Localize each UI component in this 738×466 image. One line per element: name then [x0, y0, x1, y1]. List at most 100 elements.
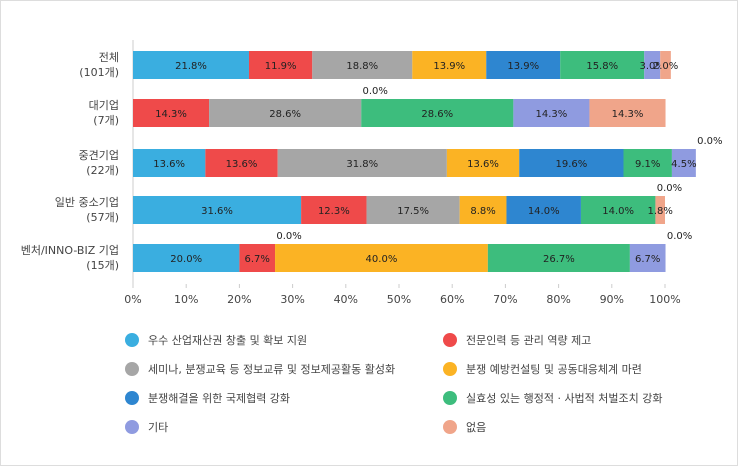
legend-swatch: [125, 362, 139, 376]
legend-swatch: [125, 420, 139, 434]
value-label: 13.6%: [467, 159, 499, 170]
value-label: 28.6%: [421, 109, 453, 120]
x-tick-label: 100%: [649, 293, 680, 306]
x-tick-label: 50%: [387, 293, 411, 306]
y-tick-label: 대기업: [89, 99, 119, 112]
bar-segment: [248, 51, 313, 79]
bar-segment: [519, 149, 624, 177]
value-label: 0.0%: [667, 231, 692, 242]
value-label: 13.6%: [226, 159, 258, 170]
legend-label: 실효성 있는 행정적 · 사법적 처벌조치 강화: [466, 392, 663, 405]
legend-label: 없음: [466, 421, 486, 434]
bar-segment: [487, 244, 630, 272]
bar-segment: [660, 51, 671, 79]
bar-segment: [361, 99, 514, 127]
bar-segment: [506, 196, 581, 224]
bar-segment: [366, 196, 460, 224]
legend-swatch: [443, 362, 457, 376]
x-tick-label: 30%: [280, 293, 304, 306]
bar-segment: [133, 149, 206, 177]
value-label: 31.8%: [346, 159, 378, 170]
x-tick-label: 0%: [124, 293, 141, 306]
bar-segment: [133, 196, 302, 224]
bar-segment: [209, 99, 362, 127]
bar-segment: [205, 149, 278, 177]
bar-segment: [671, 149, 696, 177]
value-label: 0.0%: [276, 231, 301, 242]
y-tick-label: (22개): [86, 164, 119, 177]
value-label: 13.9%: [433, 61, 465, 72]
bar-segment: [513, 99, 590, 127]
bar-segment: [446, 149, 520, 177]
bar-segment: [560, 51, 645, 79]
bar-segment: [629, 244, 666, 272]
bar-segment: [623, 149, 672, 177]
value-label: 0.0%: [657, 183, 682, 194]
x-tick-label: 10%: [174, 293, 198, 306]
y-tick-label: (57개): [86, 211, 119, 224]
y-tick-label: (15개): [86, 259, 119, 272]
legend-swatch: [443, 333, 457, 347]
value-label: 14.3%: [155, 109, 187, 120]
legend-swatch: [125, 391, 139, 405]
y-tick-label: 중견기업: [79, 149, 119, 162]
legend-label: 분쟁 예방컨설팅 및 공동대응체계 마련: [466, 363, 642, 376]
bar-segment: [312, 51, 413, 79]
y-tick-label: 벤처/INNO-BIZ 기업: [21, 244, 119, 257]
legend-label: 세미나, 분쟁교육 등 정보교류 및 정보제공활동 활성화: [148, 362, 395, 376]
value-label: 0.0%: [697, 136, 722, 147]
x-tick-label: 60%: [440, 293, 464, 306]
value-label: 13.6%: [153, 159, 185, 170]
value-label: 28.6%: [269, 109, 301, 120]
value-label: 26.7%: [543, 254, 575, 265]
value-label: 17.5%: [397, 206, 429, 217]
bar-segment: [644, 51, 661, 79]
y-tick-label: (101개): [79, 66, 119, 79]
value-label: 11.9%: [265, 61, 297, 72]
legend-label: 기타: [148, 421, 168, 434]
bar-segment: [580, 196, 656, 224]
legend-label: 전문인력 등 관리 역량 제고: [466, 334, 591, 347]
bar-segment: [589, 99, 666, 127]
bar-segment: [412, 51, 487, 79]
y-tick-label: 전체: [99, 51, 119, 64]
value-label: 3.0%: [640, 61, 665, 72]
x-tick-label: 70%: [493, 293, 517, 306]
value-label: 14.0%: [528, 206, 560, 217]
x-tick-label: 40%: [334, 293, 358, 306]
legend-swatch: [443, 420, 457, 434]
y-tick-label: 일반 중소기업: [55, 195, 119, 209]
legend-label: 분쟁해결을 위한 국제협력 강화: [148, 391, 290, 405]
value-label: 31.6%: [201, 206, 233, 217]
value-label: 1.8%: [648, 206, 673, 217]
value-label: 6.7%: [245, 254, 270, 265]
value-label: 19.6%: [555, 159, 587, 170]
y-tick-label: (7개): [93, 114, 119, 127]
bar-segment: [275, 244, 488, 272]
value-label: 20.0%: [170, 254, 202, 265]
value-label: 13.9%: [507, 61, 539, 72]
value-label: 14.3%: [612, 109, 644, 120]
bar-segment: [277, 149, 447, 177]
bar-segment: [133, 244, 240, 272]
legend-label: 우수 산업재산권 창출 및 확보 지원: [148, 334, 307, 347]
value-label: 9.1%: [635, 159, 660, 170]
value-label: 6.7%: [635, 254, 660, 265]
x-tick-label: 90%: [600, 293, 624, 306]
value-label: 4.5%: [671, 159, 696, 170]
value-label: 14.3%: [536, 109, 568, 120]
legend-swatch: [443, 391, 457, 405]
bar-segment: [486, 51, 561, 79]
value-label: 14.0%: [602, 206, 634, 217]
bar-segment: [301, 196, 367, 224]
value-label: 0.0%: [363, 86, 388, 97]
value-label: 15.8%: [586, 61, 618, 72]
x-tick-label: 20%: [227, 293, 251, 306]
bar-segment: [459, 196, 507, 224]
value-label: 18.8%: [346, 61, 378, 72]
x-tick-label: 80%: [546, 293, 570, 306]
bar-segment: [655, 196, 665, 224]
value-label: 8.8%: [470, 206, 495, 217]
bar-segment: [133, 51, 249, 79]
